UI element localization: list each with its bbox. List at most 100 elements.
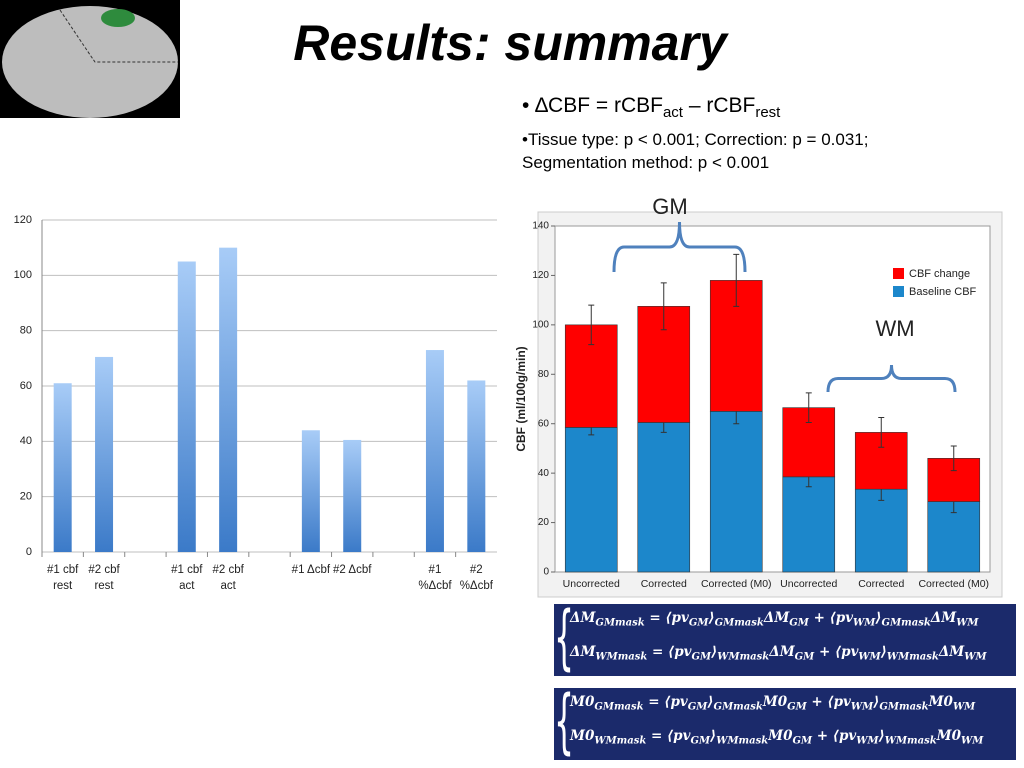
y-tick-label: 20: [20, 491, 32, 503]
brain-image: [0, 0, 180, 118]
bar: [343, 439, 362, 552]
text: M0: [762, 694, 788, 710]
plot-area: [554, 225, 991, 573]
bar-segment: [854, 488, 908, 573]
subscript: WMmask: [886, 651, 939, 663]
y-tick-label: 60: [538, 418, 550, 429]
subscript: WMmask: [595, 651, 648, 663]
brace: [826, 364, 957, 393]
text: ⟩: [880, 644, 887, 660]
bar: [425, 350, 444, 552]
label-box: #1 cbf act: [171, 564, 202, 592]
x-tick-label: Corrected (M0): [701, 578, 772, 590]
brace: [612, 221, 747, 273]
text: = ⟨pv: [644, 610, 689, 626]
text: + ⟨pv: [806, 694, 851, 710]
x-tick-label: #2 cbf act: [212, 564, 244, 592]
y-tick-label: 100: [14, 269, 32, 281]
subscript: WMmask: [594, 735, 647, 747]
label-box: #1 Δcbf: [291, 564, 331, 576]
subscript: WM: [858, 651, 881, 663]
error-bar: [660, 282, 667, 331]
subscript: WM: [961, 735, 984, 747]
equation-box: {M0GMmask = ⟨pvGM⟩GMmaskM0GM + ⟨pvWM⟩GMm…: [554, 680, 1016, 762]
x-tick-label: #1 %Δcbf: [418, 564, 452, 592]
text: M0: [570, 728, 595, 744]
bar: [53, 383, 72, 552]
label-box: #1 %Δcbf: [418, 564, 452, 592]
subscript: GMmask: [879, 701, 929, 713]
subscript: GM: [688, 617, 709, 629]
error-bar: [588, 304, 595, 346]
subscript: WM: [952, 701, 976, 713]
text: M0: [570, 694, 595, 710]
bar: [467, 380, 486, 552]
subscript: GMmask: [594, 701, 644, 713]
subscript: WMmask: [884, 735, 937, 747]
subscript: WM: [964, 651, 987, 663]
y-tick-label: 20: [538, 517, 550, 528]
error-bar: [733, 253, 740, 307]
text: = ⟨pv: [647, 644, 692, 660]
subscript: GMmask: [595, 617, 645, 629]
text: ΔM: [930, 610, 957, 626]
x-tick-label: Uncorrected: [780, 578, 837, 590]
text: ⟩: [710, 728, 717, 744]
subscript: GM: [691, 651, 712, 663]
subscript: act: [662, 104, 683, 122]
text: + ⟨pv: [812, 728, 857, 744]
text: ⟩: [707, 694, 714, 710]
subscript: WM: [956, 617, 979, 629]
x-tick-label: #2 %Δcbf: [459, 564, 493, 592]
text: ΔM: [769, 644, 795, 660]
error-bar: [805, 392, 812, 423]
bar: [177, 261, 196, 552]
x-tick-label: Corrected: [858, 578, 904, 590]
text: + ⟨pv: [808, 610, 854, 626]
equation-box: {ΔMGMmask = ⟨pvGM⟩GMmaskΔMGM + ⟨pvWM⟩GMm…: [554, 596, 1016, 678]
subscript: GMmask: [714, 617, 764, 629]
equation: ΔMGMmask = ⟨pvGM⟩GMmaskΔMGM + ⟨pvWM⟩GMma…: [570, 610, 979, 629]
annotation: GM: [652, 194, 687, 219]
label-box: #2 %Δcbf: [459, 564, 493, 592]
stacked-bar-chart: 0 20 40 60 80 100 120 140 CBF (ml/100g/min) Uncor…: [514, 194, 1003, 598]
subscript: GM: [792, 735, 813, 747]
label-box: #2 cbf act: [212, 564, 244, 592]
subscript: WMmask: [716, 735, 769, 747]
text: ΔM: [763, 610, 790, 626]
subscript: GMmask: [881, 617, 931, 629]
y-tick-label: 0: [543, 567, 549, 578]
bar: [301, 430, 320, 552]
bar-segment: [709, 411, 763, 573]
subscript: WM: [850, 701, 874, 713]
legend-swatch: [893, 268, 904, 279]
text: ΔM: [938, 644, 965, 660]
annotation: WM: [875, 316, 914, 341]
text: ⟩: [873, 694, 880, 710]
y-tick-label: 80: [20, 325, 32, 337]
y-axis-label: CBF (ml/100g/min): [514, 346, 528, 451]
y-tick-label: 60: [20, 380, 32, 392]
text: = ⟨pv: [646, 728, 691, 744]
subscript: WMmask: [717, 651, 770, 663]
title: Results: summary: [293, 15, 727, 71]
error-bar: [878, 417, 885, 448]
subscript: GM: [794, 651, 815, 663]
label-box: #2 Δcbf: [333, 564, 371, 576]
y-tick-label: 120: [532, 270, 549, 281]
text: ⟩: [878, 728, 885, 744]
text: • ∆CBF = rCBF: [522, 94, 663, 117]
bar-chart: 0 20 40 60 80 100 120 #1 cbf rest #2 cbf rest #1 …: [14, 214, 497, 592]
subscript: GM: [787, 701, 807, 713]
error-bar: [950, 445, 957, 472]
y-tick-label: 40: [538, 468, 550, 479]
text: ΔM: [570, 644, 596, 660]
equation: ΔMWMmask = ⟨pvGM⟩WMmaskΔMGM + ⟨pvWM⟩WMma…: [570, 644, 987, 663]
x-tick-label: Uncorrected: [563, 578, 620, 590]
legend-swatch: [893, 286, 904, 297]
label-box: #1 cbf rest: [47, 564, 78, 592]
x-tick-label: #1 Δcbf: [291, 564, 331, 576]
text: ⟩: [875, 610, 882, 626]
y-tick-label: 100: [532, 319, 549, 330]
